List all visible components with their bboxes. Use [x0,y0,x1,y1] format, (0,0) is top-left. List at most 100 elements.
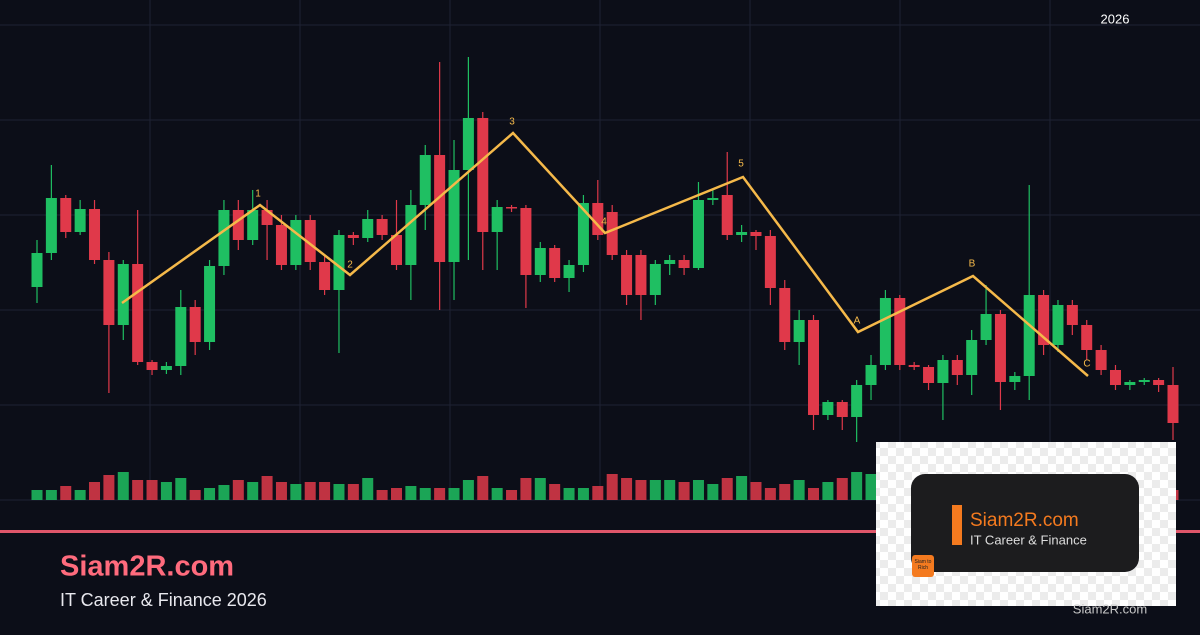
candle-body [362,219,374,238]
candle-body [247,210,259,240]
candle-body [1153,380,1165,385]
volume-bar [405,486,417,500]
volume-bar [319,482,331,500]
candle-body [319,262,331,290]
volume-bar [347,484,359,500]
volume-bar [304,482,316,500]
candle-body [966,340,978,375]
candle-body [160,366,172,370]
volume-bar [664,480,676,500]
card-icon-text-box: Siam to Rich [914,559,932,571]
volume-bar [822,482,834,500]
candle-body [434,155,446,262]
candle-body [1109,370,1121,385]
candle-body [836,402,848,417]
candle-body [664,260,676,264]
candle-body [894,298,906,365]
candle-body [189,307,201,342]
candle-body [462,118,474,170]
candle-body [793,320,805,342]
volume-bar [764,488,776,500]
volume-bar [477,476,489,500]
volume-bar [247,482,259,500]
logo-card: Siam2R.com IT Career & Finance Siam to R… [876,442,1176,616]
card-panel [911,474,1139,572]
volume-bar [232,480,244,500]
candle-body [103,260,115,325]
candle-body [923,367,935,383]
volume-bar [261,476,273,500]
volume-bar [74,490,86,500]
brand-name: Siam2R.com [60,551,234,583]
volume-bar [419,488,431,500]
volume-bar [89,482,101,500]
candle-body [994,314,1006,382]
volume-bar [692,480,704,500]
candle-body [1009,376,1021,382]
candle-body [390,235,402,265]
volume-bar [736,476,748,500]
candle-body [261,210,273,225]
candle-body [678,260,690,268]
volume-bar [448,488,460,500]
wave-line [121,131,1089,377]
candle-body [577,203,589,265]
candle-body [146,362,158,370]
volume-bar [793,480,805,500]
volume-bar [31,490,43,500]
candle-body [692,200,704,268]
volume-bar [491,488,503,500]
candle-body [1124,382,1136,385]
candle-body [736,232,748,235]
candle-body [218,210,230,266]
candle-body [1138,380,1150,382]
volume-bar [218,485,230,500]
volume-bar [390,488,402,500]
candle-body [204,266,216,342]
volume-bar [678,482,690,500]
candle-body [1081,325,1093,350]
candle-body [45,198,57,253]
candle-body [448,170,460,262]
candle-body [1023,295,1035,376]
year-label: 2026 [1101,11,1130,26]
volume-bar [175,478,187,500]
candle-body [347,235,359,238]
volume-bar [204,488,216,500]
volume-bar [635,480,647,500]
candle-body [117,264,129,325]
volume-bar [103,475,115,500]
candle-body [1167,385,1179,423]
volume-bar [506,490,518,500]
candle-body [808,320,820,415]
candle-body [31,253,43,287]
candle-body [592,203,604,235]
volume-bar [362,478,374,500]
candle-body [232,210,244,240]
candle-body [1052,305,1064,345]
wave-label: 2 [347,260,353,271]
card-icon [912,555,934,577]
divider [0,530,1200,533]
candle-body [419,155,431,205]
candle-body [491,207,503,232]
candle-body [89,209,101,260]
volume-bar [592,486,604,500]
volume-bar [60,486,72,500]
card-icon-text: Siam to Rich [914,559,932,571]
volume-bar [434,488,446,500]
volume-bar [520,478,532,500]
volume-bar [851,472,863,500]
wave-label: A [854,316,861,327]
candle-body [477,118,489,232]
candle-body [635,255,647,295]
wave-label: B [969,259,976,270]
volume-bar [160,482,172,500]
volume-bar [534,478,546,500]
volume-bar [621,478,633,500]
candle-body [520,208,532,275]
candle-body [649,264,661,295]
volume-bar [376,490,388,500]
wave-label: C [1083,359,1090,370]
